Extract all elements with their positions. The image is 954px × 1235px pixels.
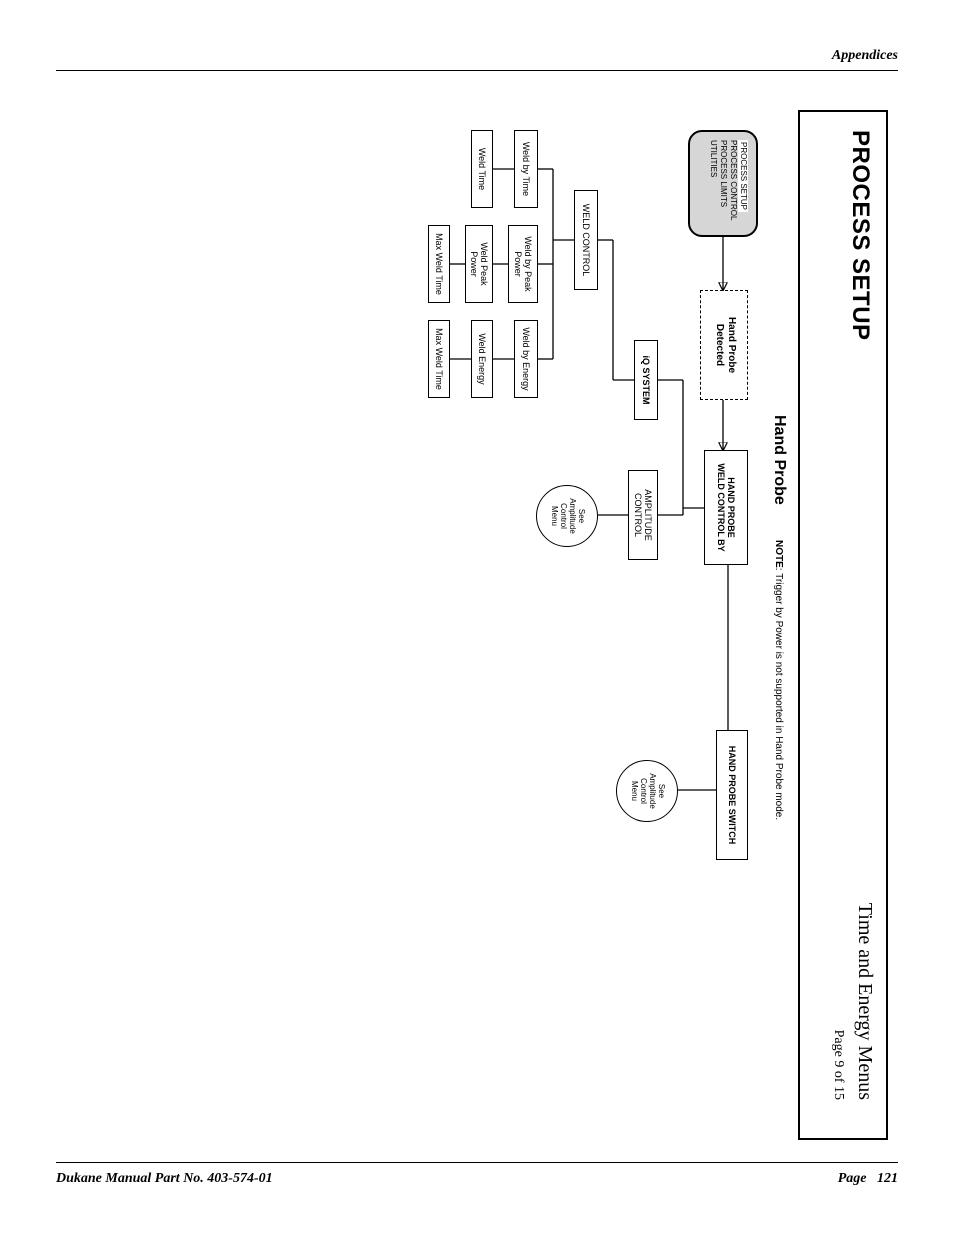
box-weld-energy: Weld Energy: [471, 320, 493, 398]
frame-title: PROCESS SETUP: [846, 130, 874, 341]
box-weld-by-peak-power: Weld by PeakPower: [508, 225, 538, 303]
menu-line4: UTILITIES: [709, 140, 718, 177]
diagram-stage: PROCESS SETUP Time and Energy Menus Page…: [56, 90, 898, 1150]
box-max-weld-time-2: Max Weld Time: [428, 320, 450, 398]
footer-page-num: 121: [877, 1171, 898, 1186]
note-bold: NOTE: [773, 540, 784, 568]
dashed-l2: Detected: [714, 324, 725, 366]
circle-amp-menu-2: SeeAmplitudeControlMenu: [616, 760, 678, 822]
box-iq-system: iQ SYSTEM: [634, 340, 658, 420]
page-header: Appendices: [832, 48, 898, 64]
note-text: : Trigger by Power is not supported in H…: [773, 568, 784, 820]
circle-amp-menu-1: SeeAmplitudeControlMenu: [536, 485, 598, 547]
section-hand-probe: Hand Probe: [770, 415, 788, 505]
frame-pagebadge: Page 9 of 15: [830, 1030, 846, 1100]
frame-subtitle: Time and Energy Menus: [853, 903, 876, 1100]
box-hp-weld-control-by: HAND PROBEWELD CONTROL BY: [704, 450, 748, 565]
menu-line2: PROCESS CONTROL: [729, 140, 738, 220]
box-max-weld-time-1: Max Weld Time: [428, 225, 450, 303]
note-line: NOTE: Trigger by Power is not supported …: [773, 540, 784, 820]
box-weld-time: Weld Time: [471, 130, 493, 208]
box-weld-control: WELD CONTROL: [574, 190, 598, 290]
box-weld-by-time: Weld by Time: [514, 130, 538, 208]
diagram-rotated: PROCESS SETUP Time and Energy Menus Page…: [56, 90, 898, 1150]
menu-line3: PROCESS LIMITS: [719, 140, 728, 207]
box-weld-peak-power: Weld PeakPower: [465, 225, 493, 303]
footer-right: Page 121: [838, 1171, 898, 1187]
header-rule: [56, 70, 898, 71]
box-hp-switch: HAND PROBE SWITCH: [716, 730, 748, 860]
box-amplitude-control: AMPLITUDECONTROL: [628, 470, 658, 560]
box-weld-by-energy: Weld by Energy: [514, 320, 538, 398]
menu-line1: PROCESS SETUP: [738, 140, 748, 212]
dashed-l1: Hand Probe: [726, 317, 737, 373]
footer-rule: [56, 1162, 898, 1163]
footer-left: Dukane Manual Part No. 403-574-01: [56, 1171, 273, 1187]
dashed-detected: Hand Probe Detected: [700, 290, 748, 400]
footer-page-label: Page: [838, 1171, 867, 1186]
menu-box: PROCESS SETUP PROCESS CONTROL PROCESS LI…: [688, 130, 758, 237]
